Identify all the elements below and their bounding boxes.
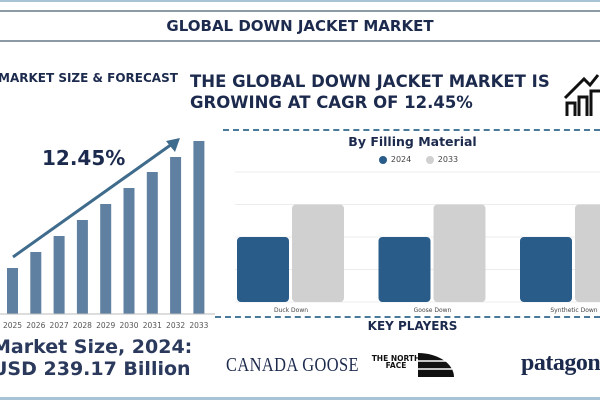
- year-label-2030: 2030: [119, 321, 138, 330]
- legend-label-2024: 2024: [390, 155, 412, 164]
- cagr-headline: THE GLOBAL DOWN JACKET MARKET IS GROWING…: [190, 71, 560, 113]
- year-label-2028: 2028: [73, 321, 92, 330]
- logo-canada-goose: CANADA GOOSE: [226, 354, 359, 376]
- logo-patagonia: patagonia: [521, 350, 600, 376]
- trend-arrow-line: [12, 142, 173, 259]
- bottom-border: [0, 397, 600, 400]
- bar-2033: [193, 141, 205, 314]
- year-label-2031: 2031: [143, 321, 162, 330]
- bar-2031: [146, 172, 158, 314]
- category-label: Synthetic Down: [550, 307, 597, 314]
- page-title: GLOBAL DOWN JACKET MARKET: [0, 10, 600, 42]
- bar-2030: [123, 188, 135, 314]
- year-label-2027: 2027: [50, 321, 69, 330]
- key-players-title: KEY PLAYERS: [367, 319, 458, 333]
- bar-duck-down-2024: [237, 237, 289, 302]
- divider-top: [223, 129, 600, 131]
- market-size-label: Market Size, 2024:: [0, 336, 193, 358]
- logo-the-north-face-text: THE NORTH FACE: [371, 354, 421, 370]
- bar-2029: [100, 204, 112, 314]
- trend-arrow-head: [166, 138, 180, 152]
- year-label-2033: 2033: [189, 321, 208, 330]
- top-border: [0, 0, 600, 2]
- year-label-2025: 2025: [3, 321, 22, 330]
- section-title-market-size: MARKET SIZE & FORECAST: [0, 71, 178, 85]
- filling-material-bar-chart: Duck Down Goose Down Synthetic Down: [235, 171, 600, 314]
- headline-line-2: GROWING AT CAGR OF 12.45%: [190, 93, 473, 112]
- bar-2032: [170, 157, 182, 314]
- legend-swatch-2024: [378, 155, 387, 164]
- bar-2027: [53, 236, 65, 314]
- bar-2028: [76, 220, 88, 314]
- year-label-2032: 2032: [166, 321, 185, 330]
- year-label-2029: 2029: [96, 321, 115, 330]
- category-label: Duck Down: [274, 307, 308, 314]
- bar-2025: [7, 268, 18, 314]
- category-label: Goose Down: [414, 307, 452, 314]
- bar-goose-down-2033: [433, 204, 486, 302]
- bar-goose-down-2024: [378, 237, 431, 302]
- chart-legend: 2024 2033: [225, 155, 600, 164]
- forecast-bar-chart: 2025 2026 2027 2028 2029 2030 2031 2032 2033: [0, 138, 215, 330]
- logo-the-north-face: THE NORTH FACE: [370, 353, 455, 377]
- market-size-value: USD 239.17 Billion: [0, 358, 191, 380]
- bar-duck-down-2033: [292, 204, 344, 302]
- legend-label-2033: 2033: [437, 155, 459, 164]
- chart-title: By Filling Material: [348, 134, 477, 149]
- legend-swatch-2033: [425, 155, 434, 164]
- headline-line-1: THE GLOBAL DOWN JACKET MARKET IS: [190, 72, 550, 91]
- growth-house-chart-icon: [563, 74, 600, 116]
- divider-bottom: [215, 316, 600, 318]
- bar-2026: [30, 252, 42, 314]
- bar-synthetic-down-2033: [575, 204, 600, 302]
- cagr-annotation: 12.45%: [42, 146, 126, 170]
- bar-synthetic-down-2024: [520, 237, 572, 302]
- north-face-dome-icon: [418, 353, 454, 377]
- year-label-2026: 2026: [26, 321, 45, 330]
